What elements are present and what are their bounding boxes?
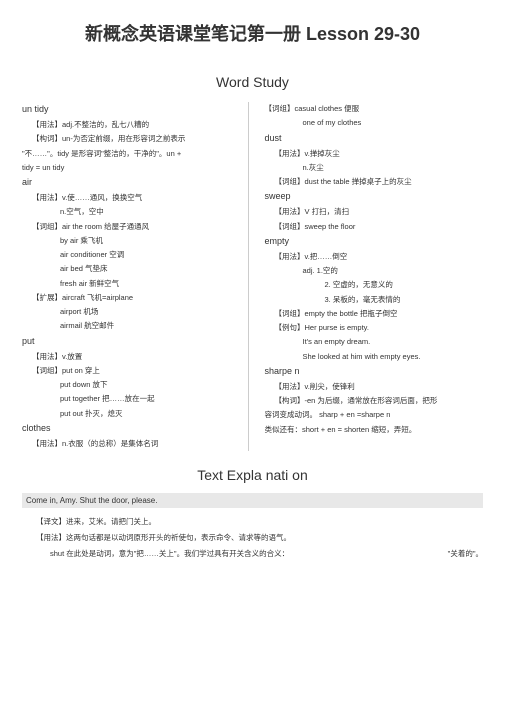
text-line: airmail 航空邮件 bbox=[22, 319, 243, 333]
word-clothes: clothes bbox=[22, 423, 243, 433]
text-line: 【用法】adj.不整洁的，乱七八糟的 bbox=[22, 118, 243, 132]
text-line: put down 放下 bbox=[22, 378, 243, 392]
text-line: 【词组】dust the table 掸掉桌子上的灰尘 bbox=[265, 175, 484, 189]
left-column: un tidy 【用法】adj.不整洁的，乱七八糟的 【构词】un-为否定前缀，… bbox=[22, 102, 253, 451]
text-line: 【用法】n.衣服（的总称）是集体名词 bbox=[22, 437, 243, 451]
text-line: 【词组】air the room 给屋子通通风 bbox=[22, 220, 243, 234]
text-line: 【用法】v.削尖，使锋利 bbox=[265, 380, 484, 394]
text-line: "不……"。tidy 是形容词"整洁的，干净的"。un + bbox=[22, 147, 243, 161]
text-line: 【用法】V 打扫，清扫 bbox=[265, 205, 484, 219]
text-line: by air 乘飞机 bbox=[22, 234, 243, 248]
text-line: 【构词】un-为否定前缀，用在形容词之前表示 bbox=[22, 132, 243, 146]
text-line: tidy = un tidy bbox=[22, 161, 243, 175]
usage-line-2: shut 在此处是动词，意为"把……关上"。我们学过具有开关含义的合义： "关着… bbox=[22, 546, 483, 562]
word-air: air bbox=[22, 177, 243, 187]
text-line: 3. 呆板的，毫无表情的 bbox=[265, 293, 484, 307]
text-line: 【词组】sweep the floor bbox=[265, 220, 484, 234]
text-line: 2. 空虚的，无意义的 bbox=[265, 278, 484, 292]
text-line: 【扩展】aircraft 飞机=airplane bbox=[22, 291, 243, 305]
text-line: 【词组】casual clothes 便服 bbox=[265, 102, 484, 116]
word-empty: empty bbox=[265, 236, 484, 246]
text-line: adj. 1.空的 bbox=[265, 264, 484, 278]
text-line: She looked at him with empty eyes. bbox=[265, 350, 484, 364]
text-line: put together 把……放在一起 bbox=[22, 392, 243, 406]
usage-line: 【用法】这两句话都是以动词原形开头的祈使句，表示命令、请求等的语气。 bbox=[22, 530, 483, 546]
translation-line: 【译文】进来，艾米。请把门关上。 bbox=[22, 514, 483, 530]
usage-line-2b: "关着的"。 bbox=[448, 546, 483, 562]
text-line: fresh air 新鲜空气 bbox=[22, 277, 243, 291]
word-study-heading: Word Study bbox=[22, 74, 483, 90]
word-untidy: un tidy bbox=[22, 104, 243, 114]
word-sharpen: sharpe n bbox=[265, 366, 484, 376]
example-sentence-box: Come in, Amy. Shut the door, please. bbox=[22, 493, 483, 508]
text-line: 类似还有：short + en = shorten 缩短，弄短。 bbox=[265, 423, 484, 437]
text-line: 【例句】Her purse is empty. bbox=[265, 321, 484, 335]
page-title: 新概念英语课堂笔记第一册 Lesson 29-30 bbox=[22, 20, 483, 46]
text-line: 容词变成动词。 sharp + en =sharpe n bbox=[265, 408, 484, 422]
text-line: put out 扑灭，熄灭 bbox=[22, 407, 243, 421]
word-study-columns: un tidy 【用法】adj.不整洁的，乱七八糟的 【构词】un-为否定前缀，… bbox=[22, 102, 483, 451]
text-line: n.灰尘 bbox=[265, 161, 484, 175]
word-dust: dust bbox=[265, 133, 484, 143]
text-line: It's an empty dream. bbox=[265, 335, 484, 349]
column-divider bbox=[248, 102, 249, 451]
usage-line-2a: shut 在此处是动词，意为"把……关上"。我们学过具有开关含义的合义： bbox=[50, 546, 289, 562]
text-line: air conditioner 空调 bbox=[22, 248, 243, 262]
text-line: 【用法】v.放置 bbox=[22, 350, 243, 364]
right-column: 【词组】casual clothes 便服 one of my clothes … bbox=[253, 102, 484, 451]
text-line: 【用法】v.把……倒空 bbox=[265, 250, 484, 264]
text-line: one of my clothes bbox=[265, 116, 484, 130]
text-explanation-heading: Text Expla nati on bbox=[22, 467, 483, 483]
text-line: n.空气，空中 bbox=[22, 205, 243, 219]
text-line: 【用法】v.使……通风，换换空气 bbox=[22, 191, 243, 205]
text-line: air bed 气垫床 bbox=[22, 262, 243, 276]
text-line: 【词组】put on 穿上 bbox=[22, 364, 243, 378]
word-put: put bbox=[22, 336, 243, 346]
word-sweep: sweep bbox=[265, 191, 484, 201]
text-line: 【用法】v.掸掉灰尘 bbox=[265, 147, 484, 161]
text-line: airport 机场 bbox=[22, 305, 243, 319]
text-line: 【词组】empty the bottle 把瓶子倒空 bbox=[265, 307, 484, 321]
text-line: 【构词】-en 为后缀，通常放在形容词后面，把形 bbox=[265, 394, 484, 408]
